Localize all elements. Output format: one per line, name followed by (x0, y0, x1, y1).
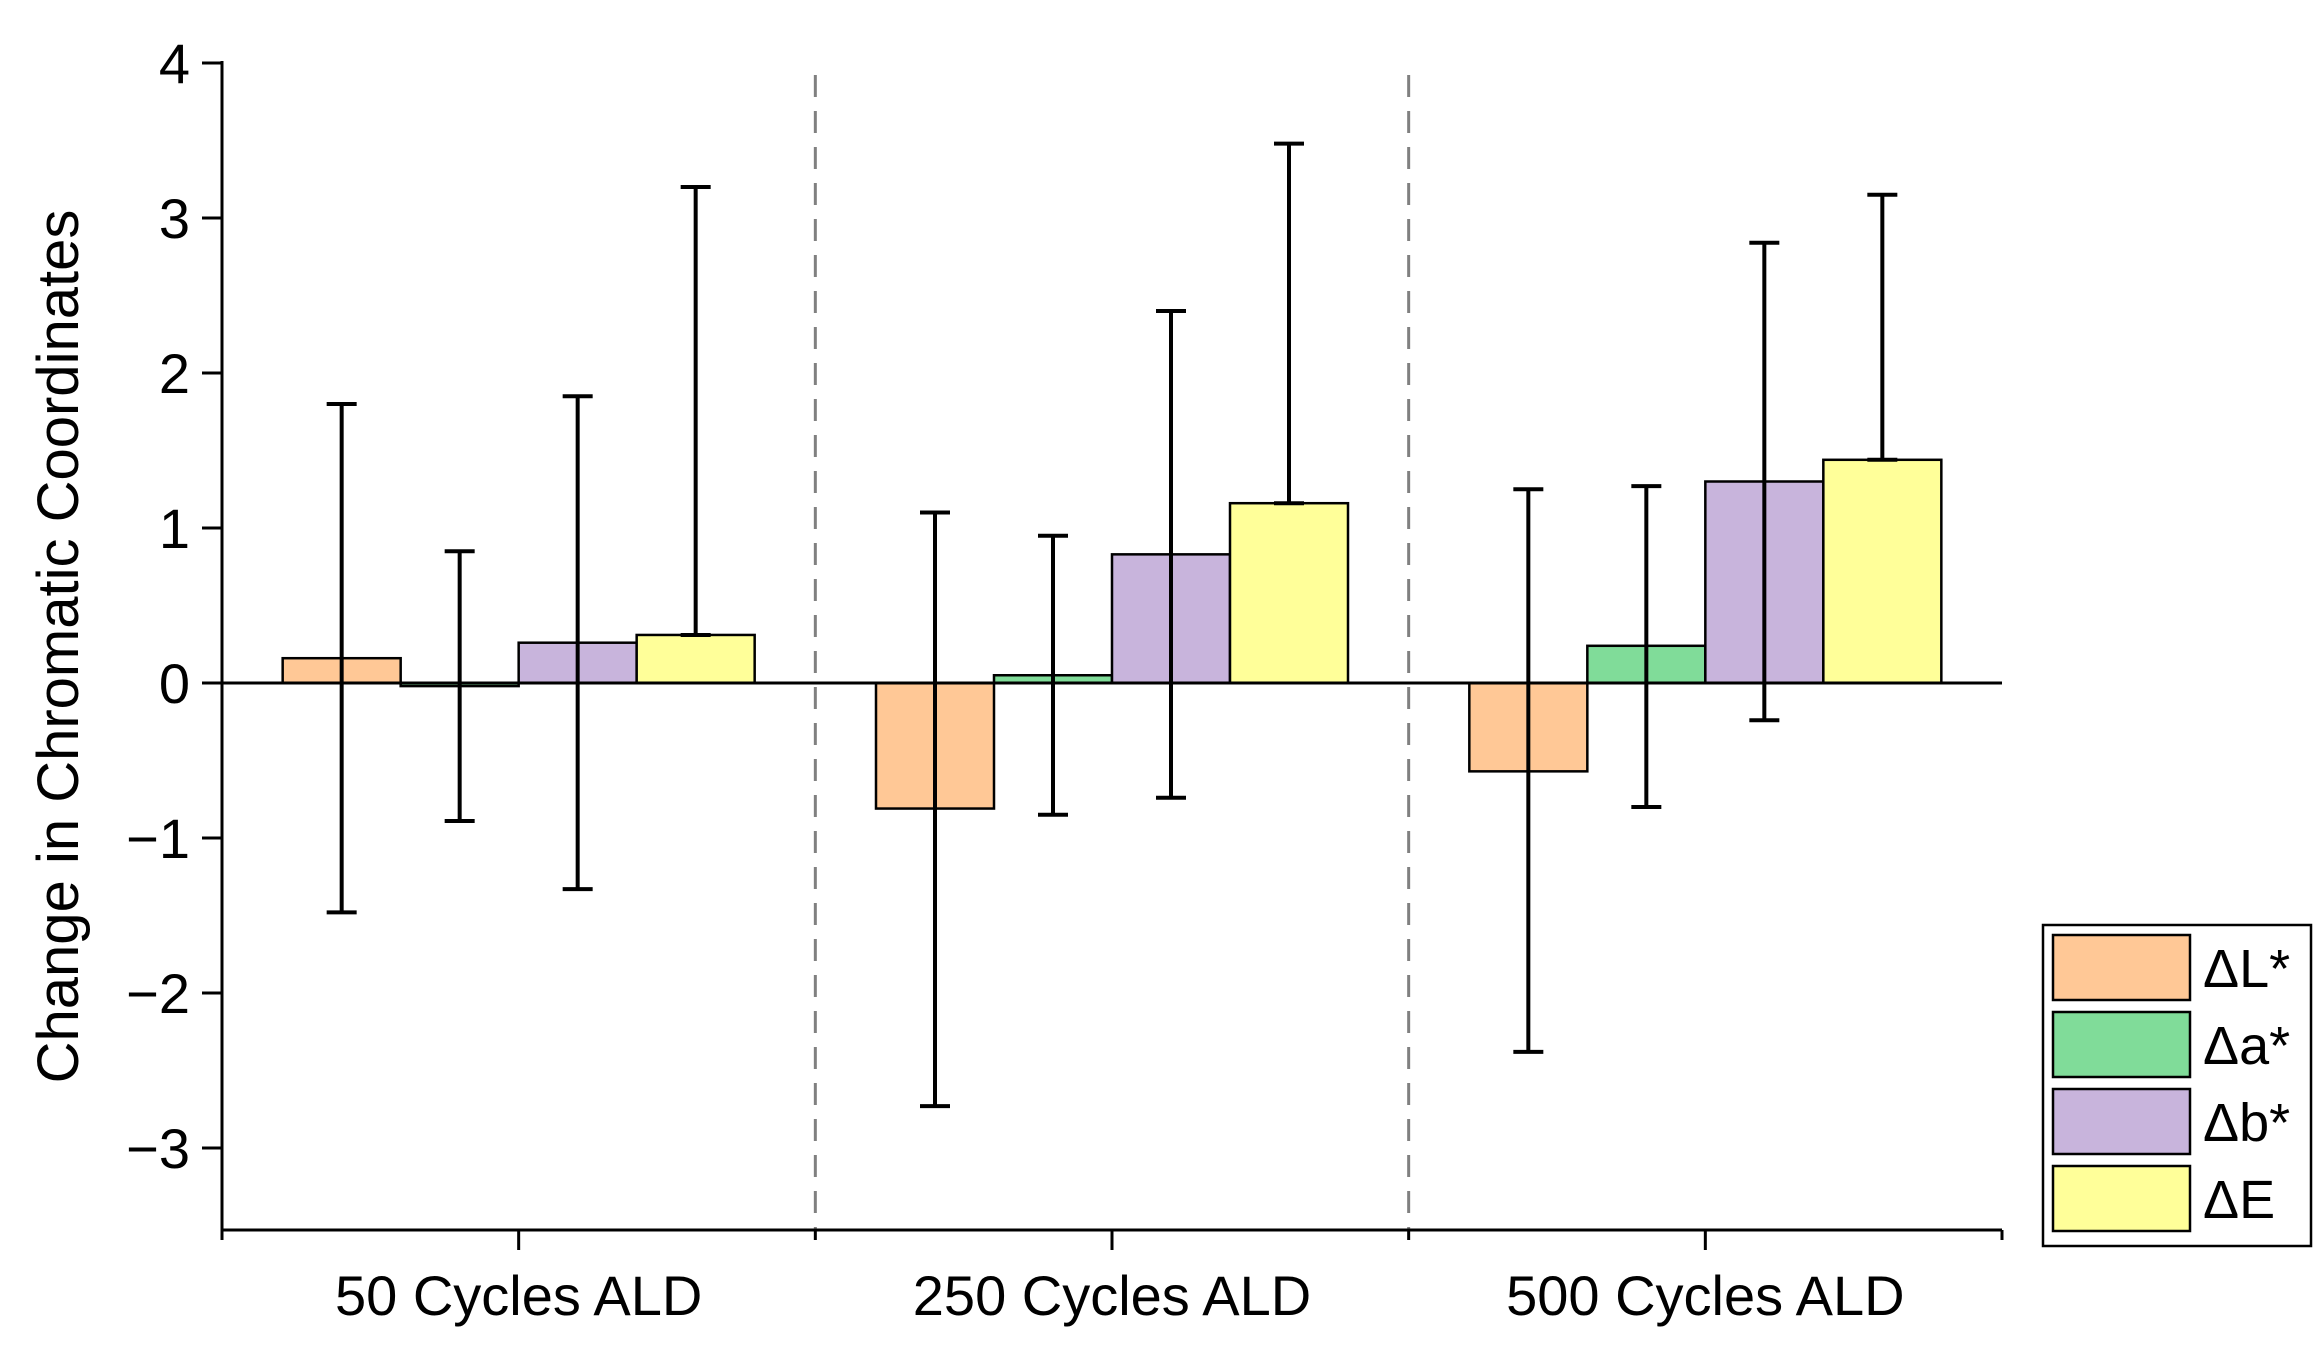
y-tick-label: −3 (126, 1117, 190, 1180)
y-axis-label: Change in Chromatic Coordinates (26, 210, 91, 1084)
y-tick-label: 2 (159, 342, 190, 405)
y-ticks: −3 −2 −1 0 1 2 3 4 (126, 32, 222, 1180)
x-category-label: 50 Cycles ALD (335, 1264, 702, 1327)
group-separators (813, 75, 1411, 1230)
legend-swatch (2051, 1010, 2192, 1079)
x-category-label: 250 Cycles ALD (913, 1264, 1311, 1327)
bar-4-3 (1822, 458, 1943, 685)
x-category-label: 500 Cycles ALD (1506, 1264, 1904, 1327)
error-bars (326, 141, 1898, 1109)
legend-swatch (2051, 1087, 2192, 1156)
legend-label: ΔL* (2203, 939, 2290, 999)
legend-label: Δa* (2203, 1016, 2290, 1076)
legend-label: Δb* (2203, 1093, 2290, 1153)
legend-label: ΔE (2203, 1170, 2275, 1230)
y-tick-label: 0 (159, 652, 190, 715)
y-tick-label: −1 (126, 807, 190, 870)
y-tick-label: 1 (159, 497, 190, 560)
y-tick-label: 4 (159, 32, 190, 95)
legend-swatch (2051, 1164, 2192, 1233)
x-ticks: 50 Cycles ALD 250 Cycles ALD 500 Cycles AL… (220, 1230, 2004, 1327)
bar-4-1 (635, 633, 756, 685)
bar-4-2 (1228, 501, 1350, 685)
y-tick-label: 3 (159, 187, 190, 250)
legend: ΔL* Δa* Δb* ΔE (2041, 923, 2313, 1248)
bars (281, 458, 1943, 810)
legend-swatch (2051, 933, 2192, 1002)
y-tick-label: −2 (126, 962, 190, 1025)
